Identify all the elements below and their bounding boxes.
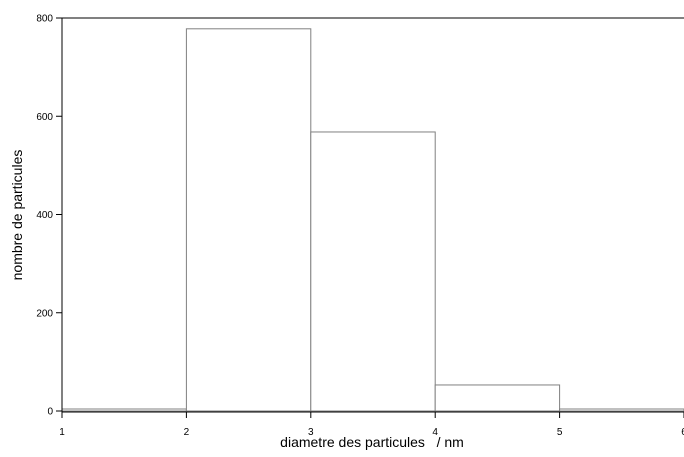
x-tick-label-5: 6 (681, 427, 684, 438)
x-tick-label-4: 5 (557, 427, 563, 438)
y-tick-label-4: 800 (36, 14, 53, 25)
y-tick-label-1: 200 (36, 308, 53, 319)
x-tick-label-2: 3 (308, 427, 314, 438)
histogram-bar-2 (310, 131, 436, 412)
histogram-bar-1 (185, 28, 312, 412)
bars-group (61, 28, 684, 412)
x-ticks-group: 1 2 3 4 5 6 (59, 412, 684, 438)
histogram-bar-3 (434, 384, 561, 412)
x-tick-label-1: 2 (184, 427, 190, 438)
y-ticks-group: 0 200 400 600 800 (36, 14, 62, 418)
x-tick-label-0: 1 (59, 427, 65, 438)
histogram-bar-0 (61, 408, 187, 412)
x-tick-label-3: 4 (432, 427, 438, 438)
y-tick-label-2: 400 (36, 210, 53, 221)
y-tick-label-0: 0 (47, 407, 53, 418)
histogram-bar-4 (559, 408, 684, 412)
y-tick-label-3: 600 (36, 112, 53, 123)
y-axis-title: nombre de particules (9, 150, 25, 281)
x-axis-title: diametre des particules / nm (280, 434, 464, 450)
